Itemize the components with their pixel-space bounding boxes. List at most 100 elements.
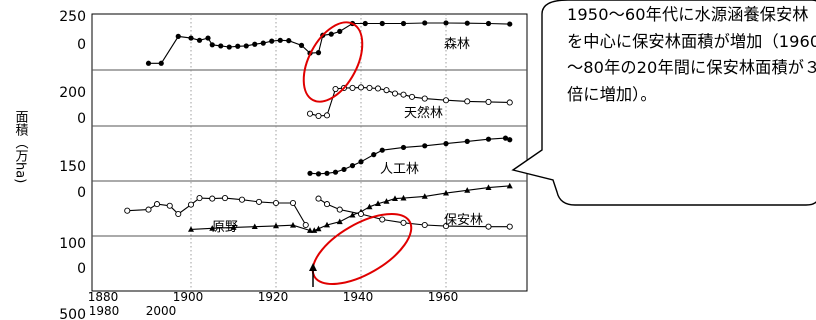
- point: [188, 35, 194, 41]
- point: [175, 33, 181, 40]
- series-label-1: 天然林: [404, 105, 443, 121]
- point: [226, 44, 232, 50]
- chart-grid: [91, 13, 528, 292]
- series-label-4: 原野: [212, 220, 238, 235]
- point: [464, 138, 470, 144]
- point: [383, 87, 390, 94]
- point: [315, 171, 322, 177]
- y-tick-label: 0: [77, 111, 86, 127]
- point: [272, 199, 280, 207]
- point: [374, 85, 382, 92]
- point: [349, 163, 356, 169]
- point: [421, 95, 428, 102]
- y-tick-label: 150: [59, 159, 86, 175]
- series-4: [124, 194, 513, 230]
- point: [209, 225, 216, 231]
- point: [443, 189, 449, 196]
- series-2: [307, 135, 513, 177]
- point: [464, 98, 471, 105]
- point: [464, 20, 470, 26]
- point: [196, 37, 203, 43]
- point: [196, 194, 203, 202]
- point: [273, 222, 279, 229]
- series-layer: [124, 20, 513, 233]
- series-label-3: 保安林: [444, 213, 483, 228]
- point: [332, 85, 339, 93]
- point: [485, 223, 492, 230]
- point: [311, 227, 318, 233]
- point: [506, 223, 513, 230]
- point: [349, 211, 356, 218]
- point: [252, 41, 258, 47]
- point: [422, 20, 428, 26]
- point: [379, 216, 386, 223]
- point: [375, 200, 381, 206]
- point: [230, 224, 237, 230]
- point: [349, 84, 356, 91]
- point: [443, 20, 449, 26]
- point: [485, 20, 492, 27]
- point: [442, 223, 450, 230]
- point: [277, 37, 283, 43]
- x-tick-label-lower: 2000: [146, 304, 177, 318]
- point: [158, 60, 164, 66]
- series-0: [145, 20, 513, 66]
- point: [298, 42, 305, 48]
- point: [328, 31, 334, 37]
- arrow-head: [309, 263, 317, 271]
- point: [422, 143, 428, 149]
- x-tick-label: 1940: [343, 290, 374, 304]
- point: [400, 91, 407, 98]
- point: [238, 196, 246, 203]
- point: [124, 207, 131, 214]
- point: [337, 28, 343, 34]
- point: [392, 195, 398, 201]
- point: [421, 221, 428, 229]
- point: [286, 38, 292, 44]
- point: [400, 20, 407, 27]
- point: [323, 112, 331, 119]
- point: [166, 202, 173, 209]
- point: [341, 166, 347, 173]
- point: [315, 112, 322, 119]
- point: [506, 99, 513, 106]
- y-axis-label: 面積（万ha): [12, 110, 28, 184]
- point: [336, 206, 343, 213]
- point: [391, 90, 399, 97]
- point: [362, 20, 368, 27]
- point: [315, 50, 322, 56]
- y-tick-label: 200: [59, 85, 86, 101]
- point: [307, 170, 313, 176]
- point: [290, 222, 296, 228]
- point: [306, 110, 314, 117]
- point: [302, 221, 309, 229]
- point: [379, 20, 385, 27]
- y-tick-label: 250: [59, 9, 86, 25]
- point: [332, 169, 339, 175]
- point: [507, 21, 513, 27]
- y-tick-label: 500: [59, 307, 86, 320]
- highlight-forest: [302, 21, 364, 103]
- point: [400, 194, 407, 201]
- point: [243, 43, 249, 49]
- point: [443, 141, 449, 147]
- point: [502, 135, 509, 141]
- callout-bubble: [511, 0, 816, 206]
- x-tick-label: 1880: [88, 290, 119, 304]
- point: [379, 147, 385, 153]
- point: [145, 206, 152, 213]
- series-1-line-0: [309, 86, 510, 117]
- point: [366, 203, 373, 210]
- point: [408, 93, 416, 100]
- point: [145, 60, 152, 66]
- point: [485, 184, 492, 190]
- x-tick-label: 1900: [173, 290, 204, 304]
- y-tick-label: 0: [77, 185, 86, 201]
- point: [324, 221, 330, 228]
- series-4-line-1: [318, 198, 510, 228]
- series-1: [306, 84, 513, 119]
- point: [383, 198, 390, 204]
- point: [289, 199, 297, 207]
- point: [175, 210, 182, 218]
